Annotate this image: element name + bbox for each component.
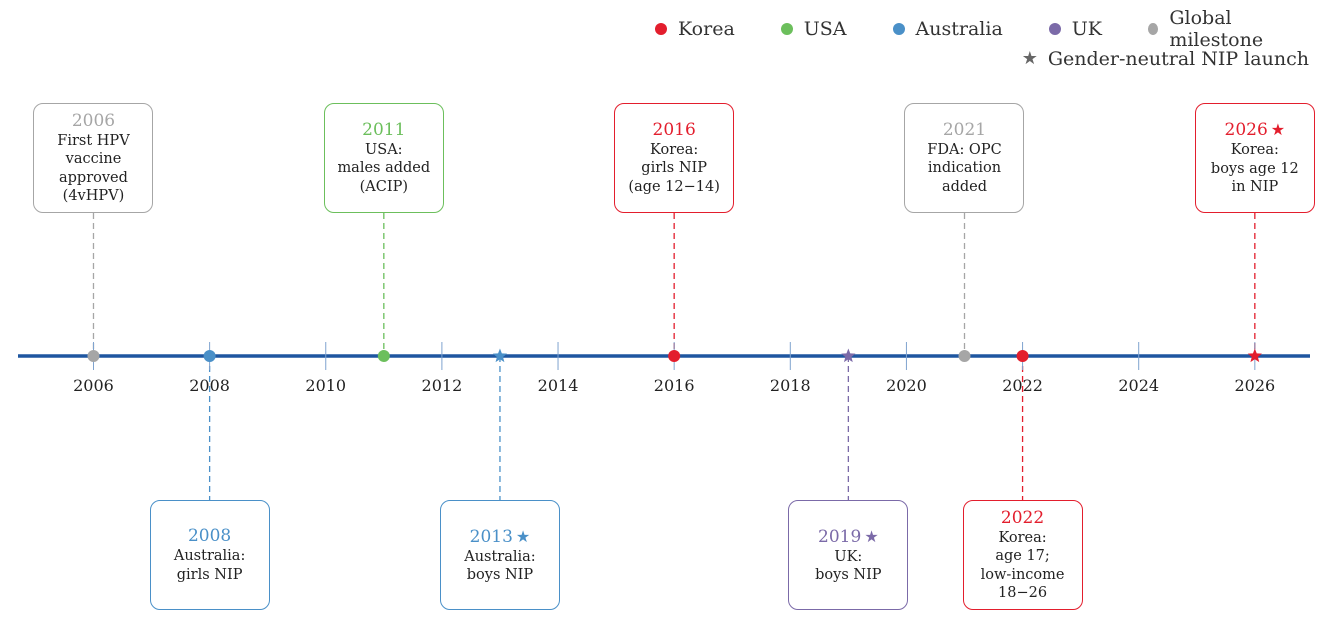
event-box-2021: 2021 FDA: OPC indication added bbox=[904, 103, 1025, 213]
event-star-marker-2013 bbox=[492, 348, 508, 363]
tick-label-2014: 2014 bbox=[537, 376, 579, 395]
event-year: 2019 ★ bbox=[818, 526, 879, 548]
tick-label-2024: 2024 bbox=[1118, 376, 1160, 395]
event-year-label: 2022 bbox=[1000, 507, 1045, 528]
event-year: 2008 bbox=[188, 526, 231, 547]
event-year: 2013 ★ bbox=[470, 526, 531, 548]
event-description: USA: males added (ACIP) bbox=[337, 141, 431, 195]
tick-label-2010: 2010 bbox=[305, 376, 347, 395]
event-box-2008: 2008 Australia: girls NIP bbox=[149, 500, 270, 610]
legend-usa-label: USA bbox=[803, 18, 847, 40]
event-dot-marker-2021 bbox=[958, 350, 971, 362]
gender-neutral-star-icon: ★ bbox=[1270, 120, 1286, 140]
legend-global-dot-icon bbox=[1148, 23, 1159, 35]
legend-korea-label: Korea bbox=[678, 18, 735, 40]
legend-row-star: ★ Gender-neutral NIP launch bbox=[609, 44, 1309, 74]
tick-label-2006: 2006 bbox=[73, 376, 114, 395]
tick-label-2012: 2012 bbox=[421, 376, 463, 395]
legend-item-korea: Korea bbox=[655, 18, 735, 40]
event-year-label: 2026 bbox=[1224, 120, 1268, 141]
event-dot-marker-2008 bbox=[203, 350, 216, 362]
legend-star-icon: ★ bbox=[1021, 48, 1038, 69]
event-star-marker-2026 bbox=[1247, 348, 1262, 363]
event-box-2011: 2011 USA: males added (ACIP) bbox=[323, 103, 444, 213]
event-year-label: 2006 bbox=[71, 110, 116, 131]
legend: Korea USA Australia UK Global milestone … bbox=[609, 7, 1309, 74]
event-description: Australia: girls NIP bbox=[173, 548, 246, 583]
tick-label-2026: 2026 bbox=[1234, 376, 1276, 395]
event-dot-marker-2006 bbox=[87, 350, 100, 362]
event-year: 2006 bbox=[72, 111, 115, 132]
event-year-label: 2013 bbox=[469, 526, 513, 547]
legend-item-gender-neutral: ★ Gender-neutral NIP launch bbox=[1022, 48, 1309, 70]
legend-star-label: Gender-neutral NIP launch bbox=[1047, 48, 1309, 70]
event-description: Korea: girls NIP (age 12−14) bbox=[628, 141, 720, 195]
event-box-2022: 2022 Korea: age 17; low-income 18−26 bbox=[962, 500, 1083, 610]
legend-item-uk: UK bbox=[1048, 18, 1102, 40]
event-year: 2021 bbox=[943, 120, 986, 141]
gender-neutral-star-icon: ★ bbox=[864, 526, 879, 546]
event-description: FDA: OPC indication added bbox=[927, 141, 1002, 195]
tick-label-2008: 2008 bbox=[189, 376, 230, 395]
legend-item-global-milestone: Global milestone bbox=[1148, 7, 1309, 51]
event-year-label: 2019 bbox=[818, 526, 862, 547]
event-box-2006: 2006 First HPV vaccine approved (4vHPV) bbox=[33, 103, 154, 213]
legend-row-countries: Korea USA Australia UK Global milestone bbox=[609, 7, 1309, 51]
event-year-label: 2011 bbox=[362, 119, 406, 140]
event-year-label: 2016 bbox=[652, 119, 696, 140]
event-box-2019: 2019 ★ UK: boys NIP bbox=[788, 500, 909, 610]
legend-uk-dot-icon bbox=[1048, 23, 1061, 35]
tick-label-2018: 2018 bbox=[769, 376, 811, 395]
legend-item-usa: USA bbox=[780, 18, 847, 40]
event-dot-marker-2022 bbox=[1016, 350, 1029, 362]
event-year: 2022 bbox=[1001, 508, 1044, 529]
event-description: Australia: boys NIP bbox=[464, 548, 536, 584]
legend-korea-dot-icon bbox=[655, 23, 667, 35]
tick-label-2016: 2016 bbox=[653, 376, 695, 395]
tick-label-2020: 2020 bbox=[886, 376, 927, 395]
legend-uk-label: UK bbox=[1071, 18, 1102, 40]
legend-australia-dot-icon bbox=[892, 23, 905, 35]
legend-usa-dot-icon bbox=[780, 23, 793, 35]
event-year-label: 2021 bbox=[942, 119, 987, 140]
event-description: First HPV vaccine approved (4vHPV) bbox=[57, 132, 130, 205]
event-dot-marker-2011 bbox=[377, 350, 390, 362]
event-dot-marker-2016 bbox=[668, 350, 681, 362]
event-star-marker-2019 bbox=[841, 348, 856, 363]
event-box-2016: 2016 Korea: girls NIP (age 12−14) bbox=[614, 103, 735, 213]
gender-neutral-star-icon: ★ bbox=[515, 526, 531, 546]
legend-global-label: Global milestone bbox=[1169, 7, 1264, 51]
event-box-2026: 2026 ★ Korea: boys age 12 in NIP bbox=[1194, 103, 1315, 213]
event-description: Korea: age 17; low-income 18−26 bbox=[980, 529, 1065, 602]
tick-label-2022: 2022 bbox=[1002, 376, 1043, 395]
event-description: Korea: boys age 12 in NIP bbox=[1210, 142, 1299, 196]
event-year: 2011 bbox=[362, 120, 405, 141]
legend-item-australia: Australia bbox=[892, 18, 1003, 40]
event-description: UK: boys NIP bbox=[815, 548, 882, 584]
event-year: 2026 ★ bbox=[1225, 119, 1286, 141]
event-year: 2016 bbox=[653, 120, 696, 141]
event-box-2013: 2013 ★ Australia: boys NIP bbox=[439, 500, 560, 610]
event-year-label: 2008 bbox=[187, 526, 232, 546]
legend-australia-label: Australia bbox=[915, 18, 1003, 40]
